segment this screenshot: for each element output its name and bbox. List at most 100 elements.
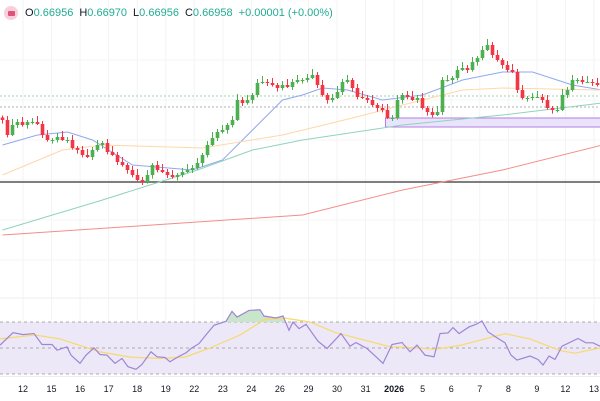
time-axis-label: 30 <box>332 384 342 394</box>
candle <box>311 75 315 78</box>
candle <box>161 170 165 172</box>
candle <box>546 100 550 108</box>
time-axis-label: 6 <box>449 384 454 394</box>
candle <box>156 165 160 170</box>
time-axis-label: 8 <box>506 384 511 394</box>
candle <box>526 98 530 99</box>
candle <box>281 85 285 88</box>
candle <box>411 97 415 100</box>
candle <box>496 55 500 60</box>
time-axis-label: 5 <box>420 384 425 394</box>
candle <box>476 58 480 62</box>
candle <box>521 90 525 98</box>
candle <box>586 82 590 83</box>
candle <box>396 100 400 118</box>
candle <box>36 122 40 124</box>
candle <box>201 155 205 163</box>
candle <box>116 155 120 162</box>
candle <box>111 152 115 155</box>
candle <box>141 180 145 182</box>
candle <box>26 122 30 125</box>
candle <box>181 172 185 175</box>
candle <box>421 98 425 108</box>
high-value: 0.66970 <box>87 7 127 19</box>
candle <box>501 60 505 65</box>
candle <box>581 80 585 82</box>
candle <box>441 80 445 112</box>
candle <box>566 90 570 95</box>
candle <box>186 170 190 172</box>
candle <box>316 75 320 85</box>
candle <box>51 140 55 141</box>
time-axis-label: 29 <box>303 384 313 394</box>
candle <box>376 105 380 108</box>
candle <box>541 97 545 100</box>
candle <box>301 80 305 81</box>
close-label: C <box>185 7 193 19</box>
candle <box>486 45 490 50</box>
time-axis-label: 7 <box>477 384 482 394</box>
high-label: H <box>79 7 87 19</box>
support-zone <box>386 118 600 127</box>
candle <box>331 98 335 100</box>
candle <box>296 80 300 82</box>
candle <box>386 110 390 118</box>
candle <box>371 100 375 105</box>
candle <box>366 98 370 100</box>
candle <box>576 80 580 81</box>
price-chart[interactable] <box>0 0 600 376</box>
candle <box>231 120 235 125</box>
candle <box>556 110 560 111</box>
candle <box>146 175 150 182</box>
candle <box>391 118 395 119</box>
candle <box>461 68 465 70</box>
candle <box>41 124 45 135</box>
candle <box>596 83 600 85</box>
candle <box>246 100 250 103</box>
symbol-badge-icon[interactable] <box>4 6 18 20</box>
candle <box>381 108 385 110</box>
candle <box>271 83 275 85</box>
candle <box>491 45 495 55</box>
candle <box>151 165 155 175</box>
candle <box>31 122 35 123</box>
candle <box>286 85 290 87</box>
candle <box>226 125 230 130</box>
candle <box>361 97 365 98</box>
time-axis-label: 13 <box>589 384 599 394</box>
candle <box>266 82 270 83</box>
candle <box>256 83 260 95</box>
candle <box>121 162 125 165</box>
candle <box>91 150 95 157</box>
time-axis-label: 26 <box>275 384 285 394</box>
candle <box>81 150 85 155</box>
time-axis-label: 24 <box>246 384 256 394</box>
candle <box>291 82 295 87</box>
open-label: O <box>25 7 34 19</box>
candle <box>131 170 135 175</box>
candle <box>21 122 25 125</box>
candle <box>236 100 240 120</box>
candle <box>261 82 265 83</box>
candle <box>211 138 215 145</box>
time-axis-label: 22 <box>189 384 199 394</box>
candle <box>536 97 540 98</box>
candle <box>166 172 170 175</box>
candle <box>61 137 65 140</box>
candle <box>276 85 280 88</box>
low-value: 0.66956 <box>139 7 179 19</box>
candle <box>11 125 15 135</box>
candle <box>336 92 340 98</box>
candle <box>466 68 470 70</box>
candle <box>216 132 220 138</box>
candle <box>66 140 70 141</box>
candle <box>551 108 555 110</box>
candle <box>126 165 130 170</box>
candle <box>6 120 10 135</box>
candle <box>351 80 355 88</box>
candle <box>251 95 255 100</box>
candle <box>46 135 50 140</box>
time-axis-label: 18 <box>132 384 142 394</box>
candle <box>171 175 175 177</box>
